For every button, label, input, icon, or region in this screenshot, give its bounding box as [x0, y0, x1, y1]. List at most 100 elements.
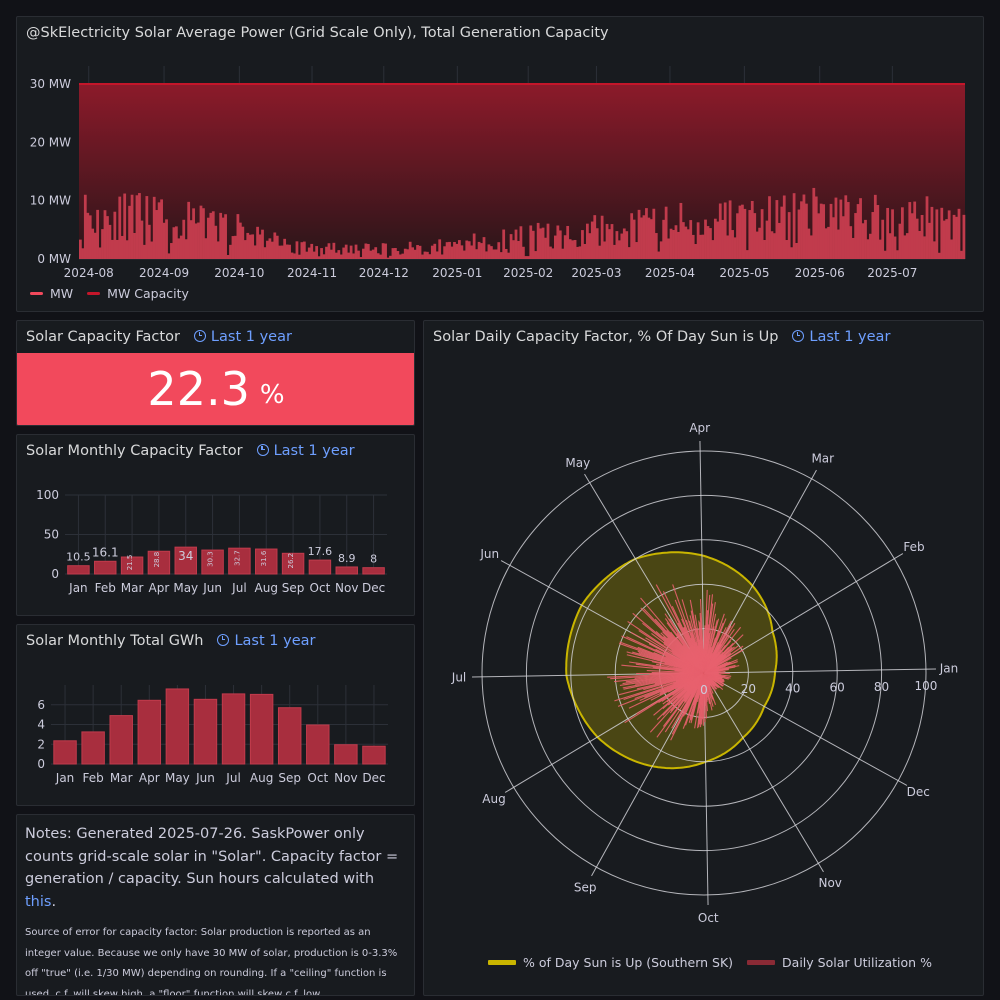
- x-tick-label: Apr: [139, 771, 160, 785]
- mw-bar: [150, 241, 154, 259]
- mw-bar: [952, 214, 956, 259]
- mw-bar: [408, 241, 412, 259]
- angular-label: Dec: [907, 785, 930, 799]
- notes-link[interactable]: this: [25, 893, 52, 910]
- bar-value-label: 16.1: [92, 545, 119, 559]
- x-tick-label: Aug: [250, 771, 273, 785]
- mw-bar: [802, 194, 806, 259]
- mw-bar: [677, 231, 680, 259]
- mw-bar: [487, 244, 491, 259]
- polar-legend: % of Day Sun is Up (Southern SK) Daily S…: [488, 955, 946, 970]
- mw-bar: [841, 216, 845, 259]
- mw-bar: [861, 223, 865, 259]
- mw-bar: [590, 221, 594, 259]
- x-tick-label: 2025-05: [719, 266, 769, 280]
- x-tick-label: Jul: [231, 581, 246, 595]
- time-range-link[interactable]: Last 1 year: [217, 633, 315, 649]
- angular-label: Mar: [811, 452, 834, 466]
- mw-bar: [942, 220, 946, 259]
- radial-tick-label: 100: [915, 679, 938, 693]
- angular-label: Feb: [903, 540, 924, 554]
- mw-bar: [108, 224, 112, 259]
- mw-bar: [187, 201, 191, 259]
- time-range-link[interactable]: Last 1 year: [256, 443, 355, 459]
- mw-bar: [147, 224, 151, 259]
- gwh-bar: [249, 693, 274, 765]
- x-tick-label: Dec: [362, 581, 385, 595]
- mw-bar: [312, 251, 316, 259]
- mw-bar: [551, 248, 555, 259]
- x-tick-label: May: [165, 771, 190, 785]
- mw-bar: [704, 219, 707, 259]
- mw-bar: [556, 225, 560, 259]
- mw-bar: [864, 219, 867, 259]
- bar-value-label: 21.5: [126, 555, 134, 571]
- mw-bar: [394, 247, 397, 259]
- mw-bar: [859, 198, 862, 259]
- radial-ring: [614, 583, 794, 763]
- radial-ring: [481, 450, 927, 896]
- mw-bar: [133, 233, 136, 259]
- mw-bar: [138, 193, 141, 259]
- mw-bar: [184, 239, 188, 259]
- mw-bar: [800, 201, 803, 259]
- mw-bar: [357, 250, 360, 259]
- mw-bar: [480, 243, 483, 259]
- mw-bar: [770, 231, 774, 259]
- mw-bar: [103, 210, 107, 259]
- cf-bar: [120, 556, 144, 575]
- mw-bar: [563, 235, 567, 259]
- gwh-bar: [306, 724, 330, 765]
- x-tick-label: 2024-09: [139, 266, 189, 280]
- mw-bar: [386, 257, 390, 259]
- mw-bar: [832, 217, 835, 259]
- mw-bar: [332, 242, 336, 259]
- legend-item-mw-capacity[interactable]: MW Capacity: [87, 286, 189, 301]
- mw-bar: [829, 203, 833, 259]
- x-tick-label: Sep: [278, 771, 301, 785]
- time-range-link[interactable]: Last 1 year: [193, 329, 292, 345]
- y-tick-label: 4: [37, 718, 45, 732]
- mw-bar: [593, 215, 597, 259]
- mw-bar: [736, 213, 739, 259]
- mw-bar: [526, 256, 530, 259]
- mw-bar: [238, 222, 242, 259]
- gwh-bar: [362, 745, 386, 765]
- mw-bar: [221, 217, 225, 259]
- mw-bar: [477, 241, 481, 259]
- polar-chart: Jan Feb Mar Apr May Jun Jul Aug Sep Oct Nov Dec 0 20 4…: [451, 421, 958, 925]
- mw-bar: [605, 223, 609, 259]
- mw-bar: [615, 231, 619, 259]
- mw-bar: [241, 226, 245, 259]
- mw-bar: [672, 230, 675, 259]
- gwh-bar: [221, 693, 246, 765]
- mw-bar: [878, 239, 882, 259]
- mw-bar: [531, 230, 535, 259]
- mw-bar: [411, 247, 415, 259]
- bar-value-label: 8.9: [338, 552, 356, 565]
- angular-label: Oct: [698, 911, 719, 925]
- mw-bar: [349, 245, 353, 259]
- mw-bar: [93, 232, 97, 259]
- mw-bar: [352, 253, 355, 259]
- mw-bar: [79, 239, 82, 259]
- legend-item-utilization[interactable]: Daily Solar Utilization %: [747, 955, 932, 970]
- mw-bar: [339, 254, 343, 259]
- mw-bar: [273, 232, 277, 259]
- mw-bar: [157, 202, 161, 259]
- mw-bar: [910, 213, 914, 259]
- mw-bar: [485, 251, 488, 259]
- mw-bar: [546, 223, 550, 259]
- capacity-factor-stat: 22.3 %: [17, 353, 414, 425]
- legend-item-sun-up[interactable]: % of Day Sun is Up (Southern SK): [488, 955, 733, 970]
- monthly-gwh-chart: 0 2 4 6 Jan Feb Mar Apr May Jun Jul Aug Sep Oct Nov Dec: [37, 685, 388, 785]
- mw-bar: [620, 233, 624, 259]
- mw-bar: [362, 248, 365, 259]
- legend-item-mw[interactable]: MW: [30, 286, 73, 301]
- mw-bar: [750, 200, 754, 259]
- mw-bar: [945, 219, 949, 259]
- mw-bar: [923, 236, 926, 259]
- time-range-link[interactable]: Last 1 year: [792, 329, 890, 345]
- mw-bar: [509, 234, 513, 259]
- mw-bar: [256, 226, 259, 259]
